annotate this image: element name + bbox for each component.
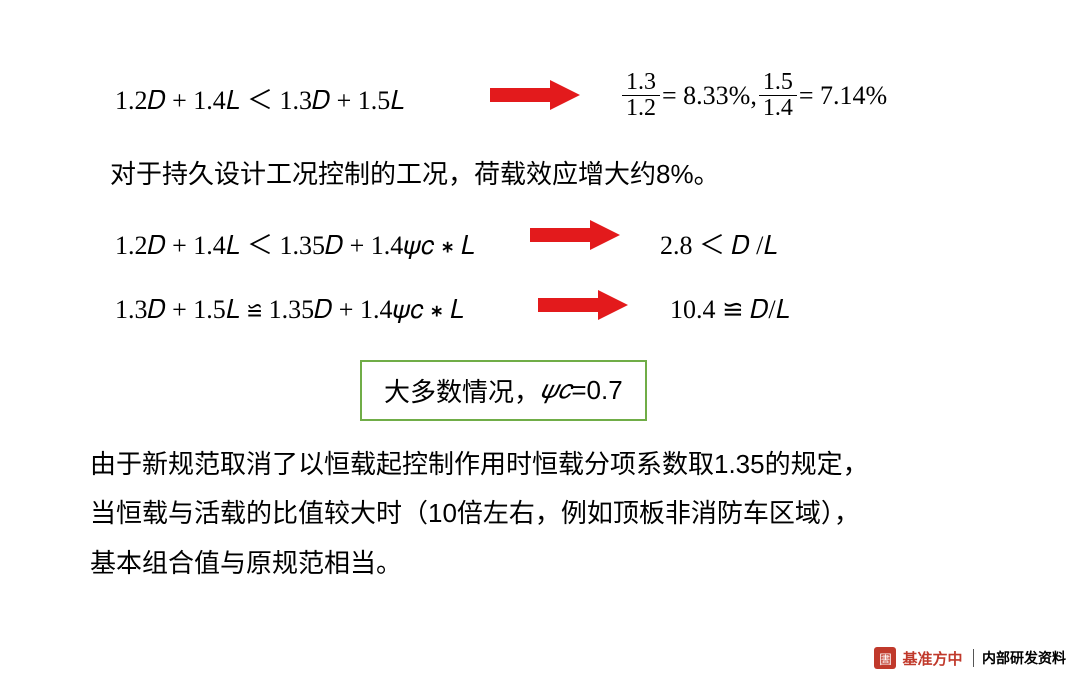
row2-rhs: 2.8 ＜ 𝐷 /𝐿 [660, 225, 778, 262]
arrow-icon [490, 80, 580, 110]
row1-eq1: = 8.33%, [662, 81, 757, 111]
row-1: 1.2𝐷 + 1.4𝐿 ＜ 1.3𝐷 + 1.5𝐿 [115, 80, 405, 117]
fraction-1: 1.3 1.2 [622, 70, 660, 121]
footer-tag: 内部研发资料 [982, 648, 1066, 668]
row1-eq2: = 7.14% [799, 81, 887, 111]
footer-brand: 基准方中 [902, 648, 962, 669]
para-l1: 由于新规范取消了以恒载起控制作用时恒载分项系数取1.35的规定， [90, 440, 1010, 489]
para-l3: 基本组合值与原规范相当。 [90, 539, 1010, 588]
boxed-psi: 𝜓𝑐 [540, 375, 571, 406]
row-3: 1.3𝐷 + 1.5𝐿 ≌ 1.35𝐷 + 1.4𝜓𝑐 ∗ 𝐿 [115, 295, 464, 326]
row-2: 1.2𝐷 + 1.4𝐿 ＜ 1.35𝐷 + 1.4𝜓𝑐 ∗ 𝐿 [115, 225, 475, 262]
boxed-value: =0.7 [571, 375, 622, 406]
paragraph: 由于新规范取消了以恒载起控制作用时恒载分项系数取1.35的规定， 当恒载与活载的… [90, 440, 1010, 588]
row1-arrow-wrap [490, 80, 580, 110]
arrow-icon [530, 220, 620, 250]
arrow-icon [538, 290, 628, 320]
boxed-note: 大多数情况， 𝜓𝑐 =0.7 [360, 360, 647, 421]
footer: 圕 基准方中 内部研发资料 [874, 641, 1080, 675]
row3-arrow-wrap [538, 290, 628, 320]
para-l2: 当恒载与活载的比值较大时（10倍左右，例如顶板非消防车区域）， [90, 489, 1010, 538]
logo-icon: 圕 [874, 647, 896, 669]
row2-arrow-wrap [530, 220, 620, 250]
line-1: 对于持久设计工况控制的工况，荷载效应增大约8%。 [110, 150, 720, 199]
row2-lhs: 1.2𝐷 + 1.4𝐿 ＜ 1.35𝐷 + 1.4𝜓𝑐 ∗ 𝐿 [115, 225, 475, 262]
row3-rhs: 10.4 ≌ 𝐷/𝐿 [670, 295, 790, 326]
boxed-prefix: 大多数情况， [384, 372, 540, 409]
slide: 1.2𝐷 + 1.4𝐿 ＜ 1.3𝐷 + 1.5𝐿 1.3 1.2 = 8.33… [0, 0, 1080, 675]
fraction-2: 1.5 1.4 [759, 70, 797, 121]
row1-lhs: 1.2𝐷 + 1.4𝐿 ＜ 1.3𝐷 + 1.5𝐿 [115, 80, 405, 117]
row1-rhs: 1.3 1.2 = 8.33%, 1.5 1.4 = 7.14% [620, 70, 887, 121]
footer-divider [973, 649, 975, 667]
row3-lhs: 1.3𝐷 + 1.5𝐿 ≌ 1.35𝐷 + 1.4𝜓𝑐 ∗ 𝐿 [115, 295, 464, 326]
